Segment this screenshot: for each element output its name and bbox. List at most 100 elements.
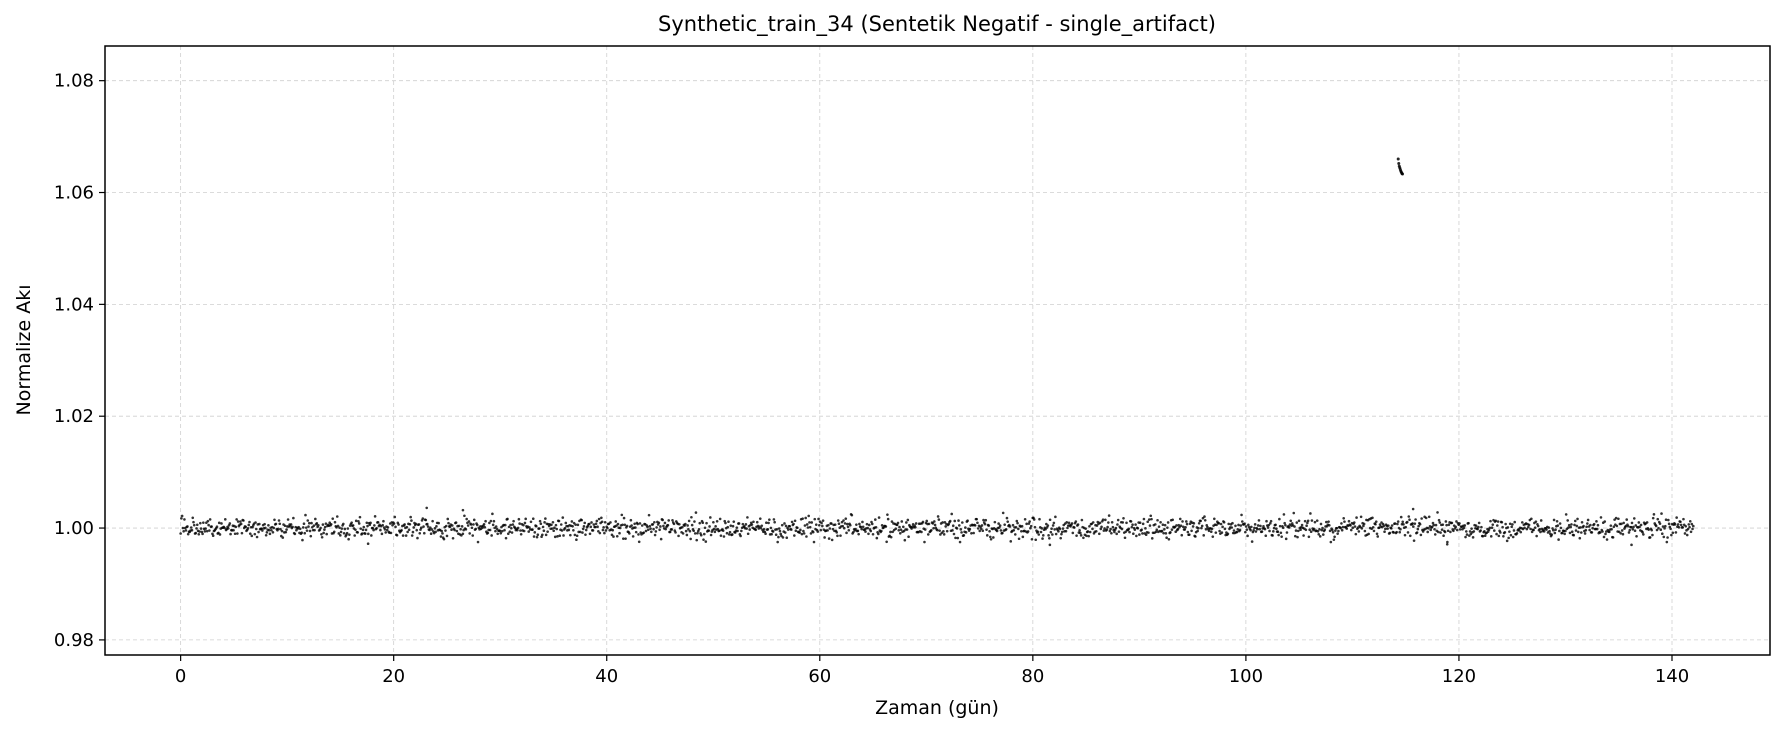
data-point	[1176, 527, 1180, 531]
data-point	[264, 526, 267, 530]
data-point	[999, 529, 1003, 532]
data-point	[208, 518, 212, 521]
data-point	[1079, 534, 1083, 537]
data-point	[790, 528, 793, 531]
y-tick-label: 1.00	[54, 518, 94, 539]
data-point	[1249, 528, 1252, 532]
data-point	[395, 533, 399, 537]
data-point	[1111, 525, 1115, 529]
data-point	[1041, 537, 1044, 540]
data-point	[998, 524, 1002, 527]
data-point	[1343, 520, 1346, 523]
data-point	[372, 528, 375, 532]
data-point	[1333, 535, 1336, 539]
data-point	[508, 530, 512, 534]
data-point	[1580, 531, 1583, 534]
data-point	[1468, 534, 1471, 537]
data-point	[1390, 527, 1393, 530]
data-point	[1436, 511, 1439, 514]
data-point	[306, 519, 310, 522]
data-point	[790, 520, 794, 524]
data-point	[1128, 530, 1131, 534]
y-tick-label: 0.98	[54, 630, 94, 651]
data-point	[1048, 543, 1052, 547]
data-point	[211, 532, 214, 536]
data-point	[1542, 530, 1546, 533]
data-point	[852, 530, 855, 534]
x-tick-label: 120	[1442, 666, 1476, 687]
data-point	[1553, 531, 1557, 535]
data-point	[1058, 527, 1062, 531]
data-point	[1148, 524, 1152, 527]
data-point	[735, 526, 739, 529]
data-point	[1235, 530, 1239, 534]
data-point	[444, 529, 447, 532]
data-point	[1297, 519, 1301, 523]
data-point	[652, 527, 655, 531]
data-point	[248, 532, 252, 535]
data-point	[1564, 529, 1567, 533]
data-point	[1664, 518, 1668, 521]
data-point	[1413, 522, 1417, 525]
data-point	[1399, 528, 1402, 531]
data-point	[320, 535, 324, 539]
data-point	[197, 532, 201, 536]
data-point	[415, 528, 419, 532]
data-point	[1610, 527, 1613, 531]
data-point	[503, 528, 506, 532]
data-point	[1463, 524, 1467, 527]
data-point	[807, 514, 810, 518]
data-point	[1508, 530, 1511, 533]
data-point	[1237, 523, 1240, 527]
data-point	[1163, 527, 1166, 531]
data-point	[1269, 519, 1273, 523]
data-point	[1494, 519, 1498, 523]
data-point	[1284, 537, 1288, 541]
data-point	[1374, 520, 1378, 523]
data-point	[768, 518, 771, 521]
data-point	[386, 526, 390, 529]
data-point	[1455, 520, 1458, 523]
data-point	[1691, 527, 1694, 531]
data-point	[1150, 537, 1154, 540]
data-point	[233, 532, 237, 536]
data-point	[1465, 533, 1469, 536]
data-point	[1445, 542, 1449, 546]
data-point	[1387, 524, 1390, 527]
data-point	[1005, 516, 1009, 520]
data-point	[1679, 523, 1683, 527]
data-point	[898, 525, 901, 529]
data-point	[356, 531, 360, 534]
data-point	[510, 531, 514, 534]
data-point	[369, 521, 372, 525]
data-point	[1194, 535, 1197, 538]
data-point	[1570, 523, 1573, 526]
data-point	[1250, 540, 1254, 543]
data-point	[1318, 527, 1321, 531]
data-point	[841, 524, 845, 528]
data-point	[750, 523, 754, 526]
data-point	[1079, 531, 1082, 535]
data-point	[1185, 522, 1189, 526]
data-point	[933, 520, 936, 523]
data-point	[827, 523, 830, 527]
data-point	[496, 532, 500, 536]
data-point	[828, 527, 832, 530]
data-point	[486, 531, 490, 535]
data-point	[578, 530, 582, 534]
data-point	[875, 536, 879, 540]
data-point	[1274, 523, 1277, 527]
data-point	[657, 521, 661, 525]
data-point	[891, 530, 894, 534]
data-point	[813, 517, 817, 521]
data-point	[1632, 525, 1635, 529]
data-point	[517, 517, 521, 521]
data-point	[1144, 527, 1147, 530]
data-point	[1165, 536, 1168, 540]
data-point	[1317, 532, 1321, 536]
data-point	[642, 531, 646, 534]
data-point	[704, 540, 708, 543]
data-point	[1094, 530, 1098, 533]
data-point	[1253, 523, 1257, 526]
data-point	[1283, 521, 1286, 525]
